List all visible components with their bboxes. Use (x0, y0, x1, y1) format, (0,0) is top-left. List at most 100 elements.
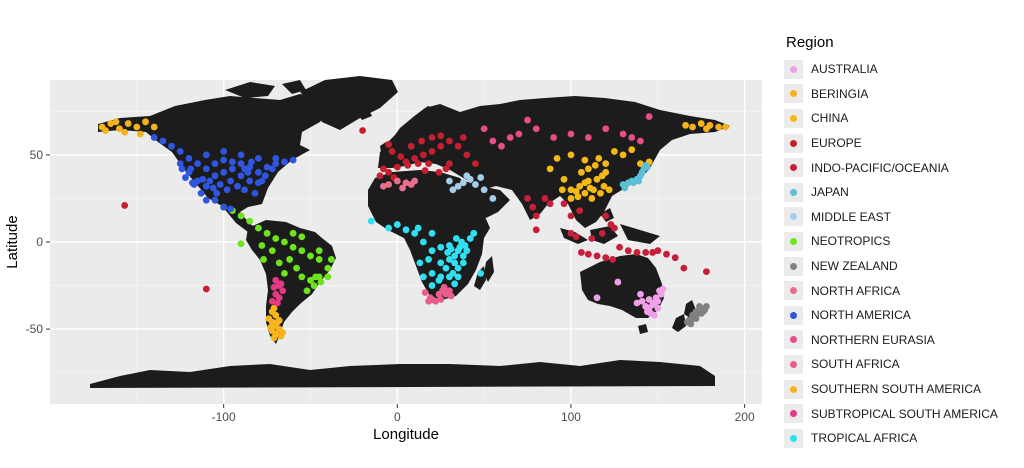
data-point (317, 278, 325, 286)
data-point (572, 233, 580, 241)
data-point (411, 229, 419, 237)
data-point (223, 186, 231, 194)
data-point (572, 188, 580, 195)
legend-dot (790, 90, 797, 98)
legend-key (784, 231, 803, 251)
data-point (185, 154, 193, 162)
data-point (459, 179, 467, 187)
data-point (442, 264, 450, 272)
data-point (421, 167, 429, 174)
data-point (524, 195, 531, 202)
data-point (393, 163, 401, 171)
data-point (581, 189, 589, 197)
data-point (289, 156, 297, 164)
data-point (237, 151, 245, 159)
data-point (213, 189, 221, 197)
landmass (246, 220, 336, 344)
data-point (550, 134, 558, 141)
landmass (484, 256, 494, 282)
data-point (680, 264, 688, 272)
legend-dot (790, 336, 797, 344)
data-point (477, 174, 485, 181)
data-point (553, 154, 561, 162)
landmass (225, 82, 275, 98)
data-point (399, 184, 406, 192)
data-point (447, 292, 455, 300)
data-point (272, 311, 280, 319)
data-point (116, 125, 123, 133)
x-axis-title: Longitude (373, 426, 439, 443)
data-point (602, 160, 610, 168)
data-point (642, 249, 650, 256)
data-point (437, 296, 445, 303)
data-point (272, 160, 280, 168)
data-point (150, 123, 158, 131)
legend-label: AUSTRALIA (811, 62, 878, 77)
data-point (454, 182, 462, 190)
data-point (107, 120, 115, 127)
data-point (197, 189, 205, 197)
data-point (619, 130, 627, 138)
y-tick-label: 50 (30, 148, 44, 162)
data-point (274, 318, 281, 326)
data-point (312, 273, 320, 281)
data-point (546, 200, 554, 208)
landmass (356, 108, 372, 120)
data-point (267, 323, 274, 331)
region-points (98, 113, 729, 342)
data-point (176, 148, 184, 155)
data-point (584, 250, 592, 258)
data-point (220, 156, 228, 164)
legend-key (784, 256, 803, 276)
data-point (454, 264, 462, 272)
data-point (220, 148, 228, 155)
data-point (529, 203, 537, 211)
legend-item: NEOTROPICS (784, 229, 1024, 254)
data-point (558, 186, 566, 194)
data-point (324, 264, 332, 272)
x-tick-label: -100 (212, 410, 236, 424)
data-point (630, 179, 637, 187)
legend-item: SUBTROPICAL SOUTH AMERICA (784, 401, 1024, 426)
data-point (428, 269, 436, 277)
data-point (602, 168, 610, 176)
data-point (532, 212, 540, 220)
data-point (593, 175, 601, 183)
data-point (715, 123, 722, 131)
data-point (397, 153, 405, 161)
data-point (411, 154, 419, 162)
legend-label: NORTH AMERICA (811, 308, 911, 323)
data-point (454, 273, 462, 281)
data-point (567, 212, 575, 220)
data-point (602, 125, 610, 133)
data-point (567, 229, 575, 237)
map-plot: -100 0 100 200 -50 0 50 Longitude Latitude (4, 76, 762, 443)
legend-key (784, 207, 803, 227)
data-point (635, 177, 643, 185)
data-point (703, 125, 710, 133)
data-point (446, 273, 453, 281)
data-point (506, 134, 514, 141)
data-point (602, 212, 610, 220)
data-point (421, 289, 429, 296)
data-point (270, 334, 278, 342)
data-point (258, 242, 266, 249)
legend-dot (790, 434, 797, 442)
data-point (202, 196, 210, 204)
data-point (279, 287, 287, 295)
data-point (541, 195, 549, 202)
data-point (628, 146, 636, 154)
data-point (237, 160, 245, 168)
data-point (461, 242, 469, 249)
landmass (638, 324, 648, 334)
data-point (272, 276, 280, 284)
data-point (289, 229, 297, 237)
data-point (689, 123, 696, 131)
data-point (407, 142, 415, 150)
data-point (439, 287, 446, 295)
data-point (418, 137, 426, 145)
data-point (463, 151, 471, 159)
legend-label: BERINGIA (811, 86, 869, 101)
data-point (428, 282, 436, 289)
data-point (254, 168, 262, 176)
